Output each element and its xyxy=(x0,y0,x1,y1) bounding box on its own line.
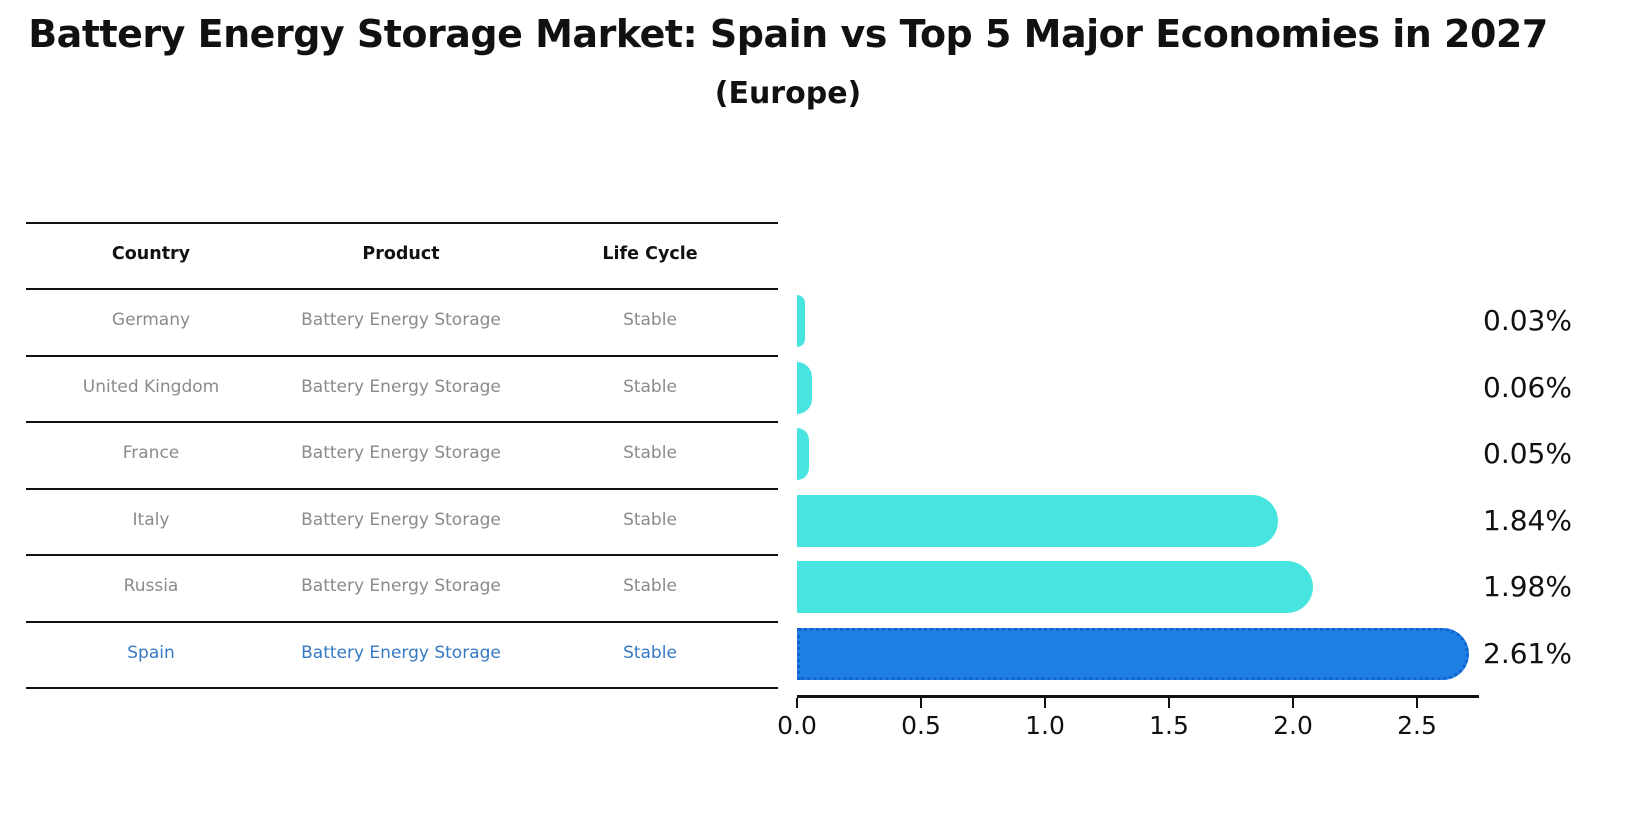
life_cycle-cell: Stable xyxy=(623,376,677,397)
value-label: 0.06% xyxy=(1483,370,1572,404)
value-label: 1.84% xyxy=(1483,503,1572,537)
x-tick-label: 0.5 xyxy=(901,711,941,740)
table-line xyxy=(26,687,778,689)
chart-title: Battery Energy Storage Market: Spain vs … xyxy=(28,12,1548,56)
x-tick-label: 2.5 xyxy=(1397,711,1437,740)
x-tick-label: 0.0 xyxy=(777,711,817,740)
value-label: 0.03% xyxy=(1483,304,1572,338)
country-cell: Russia xyxy=(123,576,179,597)
product-cell: Battery Energy Storage xyxy=(301,310,501,331)
value-label: 1.98% xyxy=(1483,570,1572,604)
x-tick xyxy=(1168,698,1170,708)
value-label: 0.05% xyxy=(1483,437,1572,471)
x-tick xyxy=(796,698,798,708)
table-header-life_cycle: Life Cycle xyxy=(602,244,698,264)
product-cell: Battery Energy Storage xyxy=(301,642,501,663)
x-tick-label: 2.0 xyxy=(1273,711,1313,740)
x-tick xyxy=(1292,698,1294,708)
country-cell: Germany xyxy=(111,310,191,331)
table-line xyxy=(26,421,778,423)
bar-france xyxy=(797,428,810,481)
x-tick-label: 1.0 xyxy=(1025,711,1065,740)
life_cycle-cell: Stable xyxy=(623,576,677,597)
x-tick xyxy=(1416,698,1418,708)
x-tick xyxy=(920,698,922,708)
bar-italy xyxy=(797,494,1279,547)
bar-russia xyxy=(797,561,1314,614)
product-cell: Battery Energy Storage xyxy=(301,376,501,397)
product-cell: Battery Energy Storage xyxy=(301,509,501,530)
table-line xyxy=(26,288,778,290)
life_cycle-cell: Stable xyxy=(623,443,677,464)
country-cell: United Kingdom xyxy=(82,376,220,397)
life_cycle-cell: Stable xyxy=(623,642,677,663)
value-label: 2.61% xyxy=(1483,636,1572,670)
bar-spain xyxy=(797,627,1470,680)
table-header-product: Product xyxy=(362,244,440,264)
bar-united-kingdom xyxy=(797,361,812,414)
x-axis-line xyxy=(797,695,1479,698)
life_cycle-cell: Stable xyxy=(623,509,677,530)
table-header-country: Country xyxy=(111,244,191,264)
product-cell: Battery Energy Storage xyxy=(301,576,501,597)
country-cell: Spain xyxy=(127,642,175,663)
table-line xyxy=(26,354,778,357)
table-line xyxy=(26,487,778,490)
x-tick-label: 1.5 xyxy=(1149,711,1189,740)
x-tick xyxy=(1044,698,1046,708)
chart-subtitle: (Europe) xyxy=(714,76,862,111)
product-cell: Battery Energy Storage xyxy=(301,443,501,464)
bar-germany xyxy=(797,295,805,348)
table-line xyxy=(26,554,778,556)
table-line xyxy=(26,222,778,224)
table-line xyxy=(26,620,778,623)
country-cell: France xyxy=(122,443,180,464)
life_cycle-cell: Stable xyxy=(623,310,677,331)
country-cell: Italy xyxy=(132,509,170,530)
